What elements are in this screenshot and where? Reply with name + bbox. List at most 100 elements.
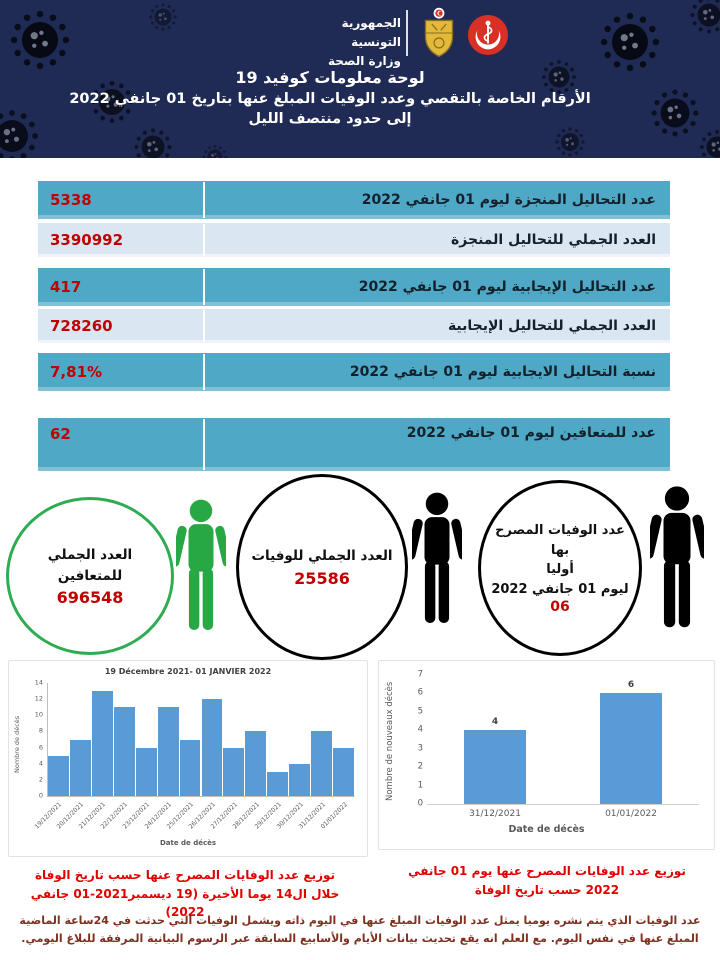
- stat-value: 728260: [50, 317, 113, 335]
- y-tick: 8: [38, 727, 43, 736]
- y-tick: 2: [38, 775, 43, 784]
- y-tick: 4: [38, 759, 43, 768]
- stat-label: عدد للمتعافين ليوم 01 جانفي 2022: [406, 425, 656, 441]
- stat-value: 7,81%: [50, 363, 103, 381]
- bars: [48, 683, 355, 796]
- total-recovered-circle: العدد الجملي للمتعافين 696548: [6, 497, 174, 655]
- y-tick: 14: [34, 678, 43, 687]
- bar-26/12/2021: [201, 699, 223, 796]
- circle-label: العدد الجملي للوفيات: [251, 548, 393, 565]
- bar-19/12/2021: [48, 755, 69, 796]
- x-tick-label: 20/12/2021: [55, 801, 85, 831]
- y-tick: 7: [417, 669, 423, 680]
- x-tick-label: 28/12/2021: [231, 801, 261, 831]
- x-tick-label: 31/12/2021: [469, 809, 521, 819]
- stat-value: 3390992: [50, 231, 124, 249]
- bar-28/12/2021: [245, 731, 267, 796]
- plot-area: 0 2 4 6 8 10 12 14: [35, 679, 355, 800]
- total-deaths-circle: العدد الجملي للوفيات 25586: [236, 474, 408, 660]
- x-tick-label: 26/12/2021: [187, 801, 217, 831]
- bar-27/12/2021: [223, 747, 245, 796]
- header-banner: الجمهورية التونسية وزارة الصحة لوحة معلو…: [0, 0, 720, 158]
- y-axis-label: Nombre de décès: [13, 715, 21, 773]
- brand-divider: [406, 10, 408, 56]
- bar-31/12/2021: [464, 730, 526, 804]
- title-line1: لوحة معلومات كوفيد 19: [235, 68, 425, 87]
- y-axis-label: Nombre de nouveaux décès: [385, 681, 395, 801]
- row-divider: [203, 182, 205, 218]
- bar-data-label: 6: [627, 680, 635, 691]
- x-tick-label: 30/12/2021: [275, 801, 305, 831]
- bar-22/12/2021: [113, 707, 135, 796]
- x-tick-label: 27/12/2021: [209, 801, 239, 831]
- stat-row-recovered-daily: 62 عدد للمتعافين ليوم 01 جانفي 2022: [38, 418, 670, 471]
- x-tick-label: 31/12/2021: [297, 801, 327, 831]
- circle-label-line3: ليوم 01 جانفي 2022: [491, 581, 629, 597]
- stat-row-positive-daily: 417 عدد التحاليل الإيجابية ليوم 01 جانفي…: [38, 268, 670, 306]
- stat-row-tests-done-total: 3390992 العدد الجملي للتحاليل المنجزة: [38, 223, 670, 257]
- circle-label-line2: أوليا: [546, 562, 574, 577]
- stat-label: عدد التحاليل الإيجابية ليوم 01 جانفي 202…: [358, 279, 656, 295]
- footer-note: عدد الوفيات الذي يتم نشره يوميا يمثل عدد…: [19, 914, 701, 946]
- reported-deaths-circle: عدد الوفيات المصرح بها أوليا ليوم 01 جان…: [478, 480, 642, 656]
- bar-30/12/2021: [289, 763, 311, 796]
- y-tick: 6: [417, 687, 423, 698]
- title-line3: إلى حدود منتصف الليل: [248, 111, 412, 127]
- x-tick-label: 21/12/2021: [77, 801, 107, 831]
- y-tick: 3: [417, 743, 423, 754]
- bar-24/12/2021: [157, 707, 179, 796]
- x-tick-label: 22/12/2021: [99, 801, 129, 831]
- y-tick: 5: [417, 706, 423, 717]
- y-tick: 10: [34, 710, 43, 719]
- bar-01/01/2022: [600, 693, 662, 804]
- row-divider: [203, 224, 205, 256]
- stat-value: 5338: [50, 191, 92, 209]
- circle-value: 25586: [294, 568, 350, 588]
- bar-23/12/2021: [135, 747, 157, 796]
- stat-value: 417: [50, 278, 82, 296]
- x-axis-labels: 31/12/2021 01/01/2022: [427, 809, 699, 823]
- x-tick-label: 24/12/2021: [143, 801, 173, 831]
- y-tick: 1: [417, 780, 423, 791]
- person-green-icon: [176, 490, 226, 640]
- row-divider: [203, 419, 205, 470]
- x-axis-title: Date de décès: [159, 839, 217, 847]
- stat-label: العدد الجملي للتحاليل المنجزة: [451, 232, 656, 248]
- bar-31/12/2021: [311, 731, 333, 796]
- tunisia-coat-of-arms-icon: [424, 7, 454, 58]
- x-tick-label: 01/01/2022: [605, 809, 657, 819]
- y-axis-ticks: 0 2 4 6 8 10 12 14: [24, 679, 46, 800]
- chart-deaths-last-14-days: 19 Décembre 2021- 01 JANVIER 2022 Nombre…: [8, 660, 368, 857]
- x-tick-label: 01/01/2022: [319, 801, 349, 831]
- x-axis-labels: 19/12/2021 20/12/2021 21/12/2021 22/12/2021…: [34, 801, 355, 835]
- bar-21/12/2021: [91, 691, 113, 796]
- y-tick: 12: [34, 694, 43, 703]
- circle-label-line1: عدد الوفيات المصرح بها: [495, 523, 625, 558]
- ministry-line2: وزارة الصحة: [327, 54, 401, 69]
- y-tick: 2: [417, 761, 423, 772]
- stat-label: عدد التحاليل المنجزة ليوم 01 جانفي 2022: [361, 192, 656, 208]
- row-divider: [203, 269, 205, 305]
- title-line2: الأرقام الخاصة بالتقصي وعدد الوفيات المب…: [69, 91, 591, 107]
- y-tick: 0: [417, 798, 423, 809]
- stat-label: العدد الجملي للتحاليل الإيجابية: [447, 318, 656, 334]
- x-axis-title: Date de décès: [508, 824, 585, 835]
- person-black-icon: [412, 482, 462, 634]
- ministry-line1: الجمهورية التونسية: [341, 16, 401, 50]
- stat-value: 62: [50, 425, 71, 443]
- chart-title: 19 Décembre 2021- 01 JANVIER 2022: [104, 667, 272, 676]
- circle-value: 06: [550, 599, 570, 615]
- x-tick-label: 23/12/2021: [121, 801, 151, 831]
- x-tick-label: 25/12/2021: [165, 801, 195, 831]
- person-black-icon: [650, 480, 704, 634]
- y-tick: 6: [38, 743, 43, 752]
- circle-value: 696548: [56, 587, 124, 607]
- bar-29/12/2021: [267, 771, 289, 796]
- y-axis-ticks: 0 1 2 3 4 5 6 7: [409, 670, 425, 809]
- row-divider: [203, 310, 205, 342]
- x-tick-label: 19/12/2021: [33, 801, 63, 831]
- ministry-name: الجمهورية التونسية وزارة الصحة: [293, 14, 401, 72]
- y-tick: 0: [38, 791, 43, 800]
